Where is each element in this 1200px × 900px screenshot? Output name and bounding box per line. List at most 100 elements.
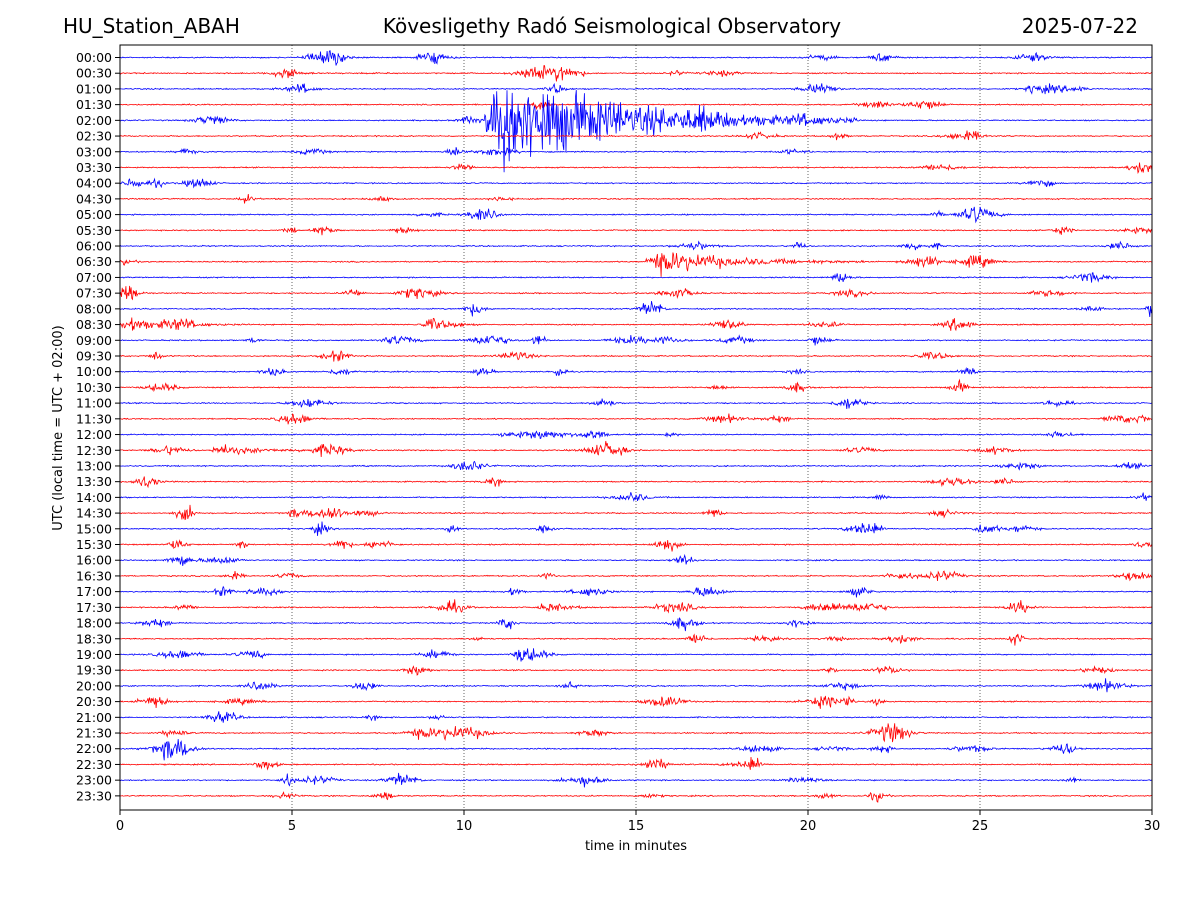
- trace-2200: [120, 739, 1152, 761]
- y-tick-label: 16:00: [76, 553, 112, 568]
- x-tick-label: 5: [288, 819, 296, 834]
- plot-area: [120, 45, 1152, 810]
- y-tick-label: 16:30: [76, 568, 112, 583]
- y-tick-label: 02:30: [76, 129, 112, 144]
- trace-0100: [120, 82, 1152, 95]
- y-tick-label: 02:00: [76, 113, 112, 128]
- y-tick-label: 14:30: [76, 506, 112, 521]
- trace-2300: [120, 772, 1152, 788]
- trace-0600: [120, 240, 1152, 251]
- station-name: HU_Station_ABAH: [63, 14, 240, 38]
- y-tick-label: 00:00: [76, 50, 112, 65]
- trace-1900: [120, 648, 1152, 662]
- y-tick-label: 00:30: [76, 66, 112, 81]
- x-tick-label: 10: [456, 819, 473, 834]
- y-tick-label: 21:00: [76, 710, 112, 725]
- seismogram-traces: [120, 50, 1152, 803]
- trace-1400: [120, 492, 1152, 502]
- trace-0330: [120, 162, 1152, 174]
- y-tick-label: 05:00: [76, 207, 112, 222]
- y-tick-label: 17:30: [76, 600, 112, 615]
- y-tick-label: 21:30: [76, 726, 112, 741]
- y-tick-label: 13:00: [76, 458, 112, 473]
- y-tick-label: 14:00: [76, 490, 112, 505]
- x-tick-label: 20: [800, 819, 817, 834]
- trace-0130: [120, 100, 1152, 111]
- y-tick-label: 04:30: [76, 191, 112, 206]
- trace-0900: [120, 334, 1152, 346]
- trace-1830: [120, 633, 1152, 646]
- trace-1030: [120, 378, 1152, 393]
- y-tick-label: 01:30: [76, 97, 112, 112]
- trace-0800: [120, 301, 1152, 318]
- trace-1430: [120, 504, 1152, 521]
- chart-header: HU_Station_ABAH Kövesligethy Radó Seismo…: [0, 0, 1200, 46]
- y-tick-label: 13:30: [76, 474, 112, 489]
- x-tick-label: 15: [628, 819, 645, 834]
- y-tick-label: 11:30: [76, 411, 112, 426]
- trace-0230: [120, 130, 1152, 141]
- y-tick-label: 20:00: [76, 678, 112, 693]
- x-tick-label: 0: [116, 819, 124, 834]
- trace-0830: [120, 317, 1152, 332]
- x-tick-label: 25: [972, 819, 989, 834]
- y-axis-label: UTC (local time = UTC + 02:00): [51, 325, 66, 530]
- trace-2000: [120, 678, 1152, 693]
- trace-1130: [120, 413, 1152, 425]
- trace-2230: [120, 756, 1152, 771]
- trace-1500: [120, 521, 1152, 536]
- y-tick-label: 04:00: [76, 176, 112, 191]
- trace-0700: [120, 272, 1152, 283]
- y-tick-label: 19:00: [76, 647, 112, 662]
- trace-1630: [120, 570, 1152, 582]
- trace-0530: [120, 225, 1152, 236]
- y-tick-label: 03:30: [76, 160, 112, 175]
- y-tick-label: 23:30: [76, 788, 112, 803]
- trace-2030: [120, 695, 1152, 709]
- y-tick-label: 11:00: [76, 396, 112, 411]
- y-tick-label: 22:30: [76, 757, 112, 772]
- y-tick-label: 05:30: [76, 223, 112, 238]
- y-tick-label: 15:00: [76, 521, 112, 536]
- y-tick-label: 15:30: [76, 537, 112, 552]
- y-tick-label: 07:00: [76, 270, 112, 285]
- trace-1730: [120, 599, 1152, 614]
- y-tick-label: 18:00: [76, 616, 112, 631]
- y-tick-label: 09:30: [76, 348, 112, 363]
- y-tick-label: 12:00: [76, 427, 112, 442]
- trace-1200: [120, 430, 1152, 440]
- trace-2130: [120, 723, 1152, 743]
- y-tick-label: 03:00: [76, 144, 112, 159]
- trace-1800: [120, 617, 1152, 632]
- record-date: 2025-07-22: [1021, 14, 1138, 38]
- observatory-title: Kövesligethy Radó Seismological Observat…: [382, 14, 842, 38]
- y-tick-label: 08:30: [76, 317, 112, 332]
- y-tick-label: 17:00: [76, 584, 112, 599]
- trace-2100: [120, 711, 1152, 723]
- trace-0300: [120, 147, 1152, 157]
- y-tick-label: 10:30: [76, 380, 112, 395]
- x-axis: 0 5 10 15 20 25 30: [116, 810, 1160, 834]
- trace-2330: [120, 791, 1152, 803]
- y-tick-label: 07:30: [76, 286, 112, 301]
- trace-0400: [120, 177, 1152, 189]
- trace-1700: [120, 585, 1152, 598]
- trace-0930: [120, 350, 1152, 362]
- trace-0200: [120, 90, 1152, 173]
- y-tick-label: 18:30: [76, 631, 112, 646]
- y-tick-label: 10:00: [76, 364, 112, 379]
- y-tick-label: 08:00: [76, 301, 112, 316]
- trace-1330: [120, 476, 1152, 489]
- y-tick-label: 01:00: [76, 81, 112, 96]
- trace-1930: [120, 665, 1152, 676]
- trace-0000: [120, 50, 1152, 66]
- trace-0430: [120, 194, 1152, 204]
- trace-1300: [120, 460, 1152, 471]
- y-tick-label: 19:30: [76, 663, 112, 678]
- trace-0030: [120, 65, 1152, 82]
- trace-1000: [120, 366, 1152, 377]
- y-axis: 00:0000:3001:0001:3002:0002:3003:0003:30…: [76, 50, 120, 803]
- trace-1100: [120, 398, 1152, 410]
- trace-0500: [120, 206, 1152, 224]
- y-tick-label: 09:00: [76, 333, 112, 348]
